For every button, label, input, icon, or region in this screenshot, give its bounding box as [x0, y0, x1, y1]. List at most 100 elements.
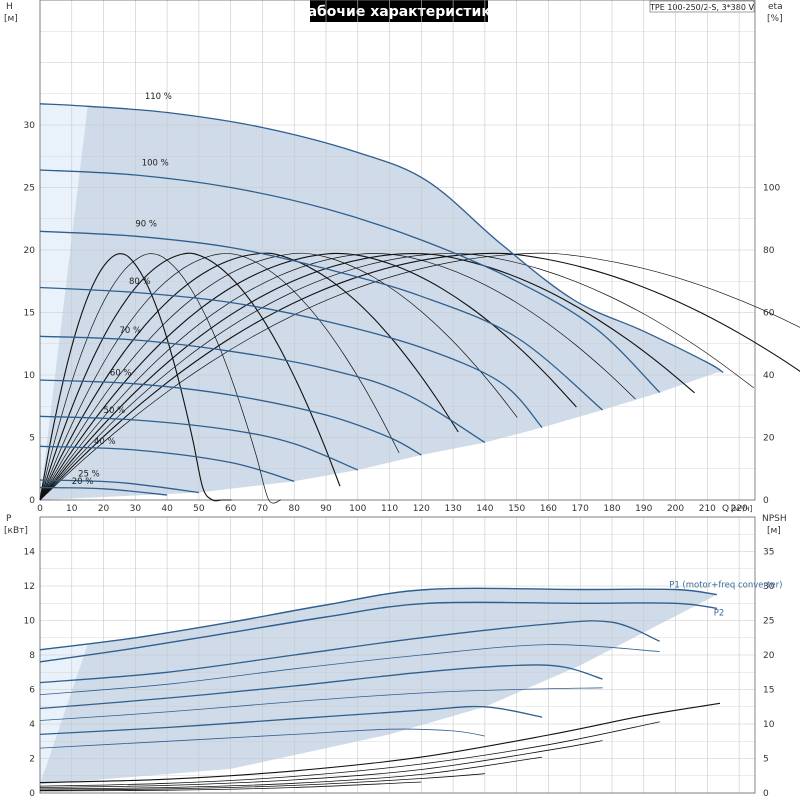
speed-curve-label: 90 % [135, 220, 157, 230]
q-tick-label: 190 [635, 504, 652, 514]
head-panel: 0 10 20 30 40 50 60 70 80 90 100 110 120 130 140 150 160… [24, 0, 800, 514]
q-tick-label: 210 [699, 504, 716, 514]
npsh-tick-label: 35 [763, 548, 774, 558]
q-tick-label: 160 [540, 504, 557, 514]
q-axis-unit: [м³/ч] [731, 504, 753, 513]
npsh-tick-label: 20 [763, 651, 775, 661]
h-tick-label: 30 [24, 121, 36, 131]
speed-curve [39, 103, 724, 374]
speed-curve-label: 25 % [78, 470, 100, 480]
speed-power-curve [39, 687, 603, 721]
speed-curve-label: 100 % [142, 158, 169, 168]
q-tick-label: 40 [161, 504, 173, 514]
low-flow-region [40, 103, 88, 500]
p2-curve [39, 601, 717, 663]
q-tick-label: 100 [349, 504, 366, 514]
q-tick-label: 0 [37, 504, 43, 514]
npsh-curve [39, 781, 422, 792]
power-plot-frame [39, 516, 756, 794]
h-axis-label: H [6, 2, 13, 12]
p-tick-label: 2 [29, 755, 35, 765]
efficiency-curve [39, 252, 518, 501]
efficiency-curve [39, 253, 754, 501]
npsh-tick-label: 5 [763, 755, 769, 765]
q-tick-label: 130 [445, 504, 462, 514]
q-tick-label: 20 [98, 504, 110, 514]
npsh-axis-unit: [м] [767, 526, 781, 536]
speed-curve [39, 415, 359, 471]
q-tick-label: 110 [381, 504, 398, 514]
npsh-tick-label: 0 [763, 789, 769, 799]
npsh-curve [39, 702, 721, 784]
efficiency-curve [39, 252, 341, 501]
npsh-axis-label: NPSH [762, 514, 787, 524]
eta-tick-label: 0 [763, 496, 769, 506]
head-plot-frame [39, 0, 756, 501]
speed-curve-label: 110 % [145, 92, 172, 102]
p-tick-label: 4 [29, 720, 35, 730]
speed-curve-label: 50 % [104, 406, 126, 416]
h-tick-label: 5 [29, 434, 35, 444]
q-tick-label: 60 [225, 504, 237, 514]
h-axis-unit: [м] [4, 14, 18, 24]
p-axis-unit: [кВт] [4, 526, 28, 536]
speed-power-curve [39, 728, 485, 749]
speed-curve-label: 60 % [110, 368, 132, 378]
efficiency-curve [39, 252, 577, 501]
q-tick-label: 30 [130, 504, 142, 514]
q-tick-label: 150 [508, 504, 525, 514]
p-tick-label: 10 [24, 617, 36, 627]
chart-title: Рабочие характеристики [297, 4, 500, 20]
q-tick-label: 120 [413, 504, 430, 514]
npsh-tick-label: 30 [763, 582, 775, 592]
speed-power-curve [39, 644, 660, 696]
p-tick-label: 12 [24, 582, 35, 592]
speed-curve [39, 169, 661, 393]
npsh-tick-label: 10 [763, 720, 775, 730]
speed-power-curve [39, 705, 543, 736]
power-envelope [40, 588, 717, 785]
speed-curve [39, 479, 199, 494]
p-tick-label: 8 [29, 651, 35, 661]
speed-curve [39, 379, 422, 456]
eta-tick-label: 20 [763, 434, 775, 444]
p-tick-label: 6 [29, 686, 35, 696]
h-tick-label: 25 [24, 184, 35, 194]
pump-model: TPE 100-250/2-S, 3*380 V [649, 3, 754, 12]
eta-axis-label: eta [768, 2, 783, 12]
h-tick-label: 20 [24, 246, 36, 256]
q-tick-label: 200 [667, 504, 684, 514]
npsh-tick-label: 25 [763, 617, 774, 627]
speed-curve-label: 70 % [119, 326, 141, 336]
speed-curve [39, 335, 486, 444]
power-panel: 0 2 4 6 8 10 12 14 0 5 10 15 20 25 30 35 P1 (motor+freq … [24, 516, 782, 799]
speed-curve-label: 40 % [94, 437, 116, 447]
q-tick-label: 90 [320, 504, 332, 514]
h-tick-label: 15 [24, 309, 35, 319]
p2-series-label: P2 [714, 608, 725, 618]
speed-curve-label: 80 % [129, 277, 151, 287]
eta-tick-label: 60 [763, 309, 775, 319]
npsh-curve [39, 721, 660, 787]
p1-curve [39, 587, 717, 651]
q-tick-label: 50 [193, 504, 205, 514]
h-tick-label: 0 [29, 496, 35, 506]
speed-power-curve [39, 664, 603, 710]
npsh-curve [39, 756, 543, 790]
p-tick-label: 0 [29, 789, 35, 799]
eta-axis-unit: [%] [767, 14, 783, 24]
efficiency-curve [39, 253, 400, 501]
speed-curve-label: 20 % [72, 477, 94, 487]
efficiency-curve [39, 252, 800, 501]
efficiency-curve [39, 252, 800, 501]
q-axis-label: Q [722, 504, 729, 514]
pump-model-box [649, 0, 755, 13]
p1-series-label: P1 (motor+freq converter) [669, 581, 782, 591]
npsh-curve [39, 773, 485, 791]
p-axis-label: P [6, 514, 12, 524]
efficiency-curve [39, 253, 232, 502]
q-tick-label: 140 [476, 504, 493, 514]
title-box [310, 0, 488, 22]
efficiency-curve [39, 253, 281, 504]
